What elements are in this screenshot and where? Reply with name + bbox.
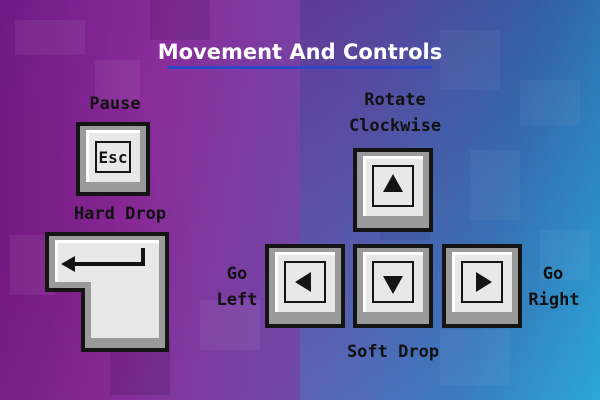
go-right-label-line1: Go <box>542 264 564 284</box>
up-arrow-key[interactable] <box>353 148 433 232</box>
pause-label: Pause <box>89 94 141 114</box>
left-arrow-icon <box>295 272 311 292</box>
right-arrow-icon <box>476 272 492 292</box>
down-arrow-icon <box>383 276 403 294</box>
page-title: Movement And Controls <box>157 40 443 64</box>
up-arrow-icon <box>383 174 403 192</box>
return-arrow-icon <box>61 248 145 272</box>
soft-drop-label: Soft Drop <box>346 342 440 362</box>
title-underline <box>167 66 432 69</box>
hard-drop-label: Hard Drop <box>73 204 167 224</box>
esc-key-label: Esc <box>99 148 128 167</box>
go-right-label-line2: Right <box>528 290 580 310</box>
esc-key[interactable]: Esc <box>76 122 150 196</box>
down-arrow-key[interactable] <box>353 244 433 328</box>
left-arrow-key[interactable] <box>265 244 345 328</box>
go-left-label-line2: Left <box>216 290 258 310</box>
go-left-label-line1: Go <box>226 264 248 284</box>
rotate-label-line1: Rotate <box>364 90 426 110</box>
rotate-label-line2: Clockwise <box>348 116 442 136</box>
right-arrow-key[interactable] <box>442 244 522 328</box>
enter-key[interactable] <box>45 232 169 352</box>
